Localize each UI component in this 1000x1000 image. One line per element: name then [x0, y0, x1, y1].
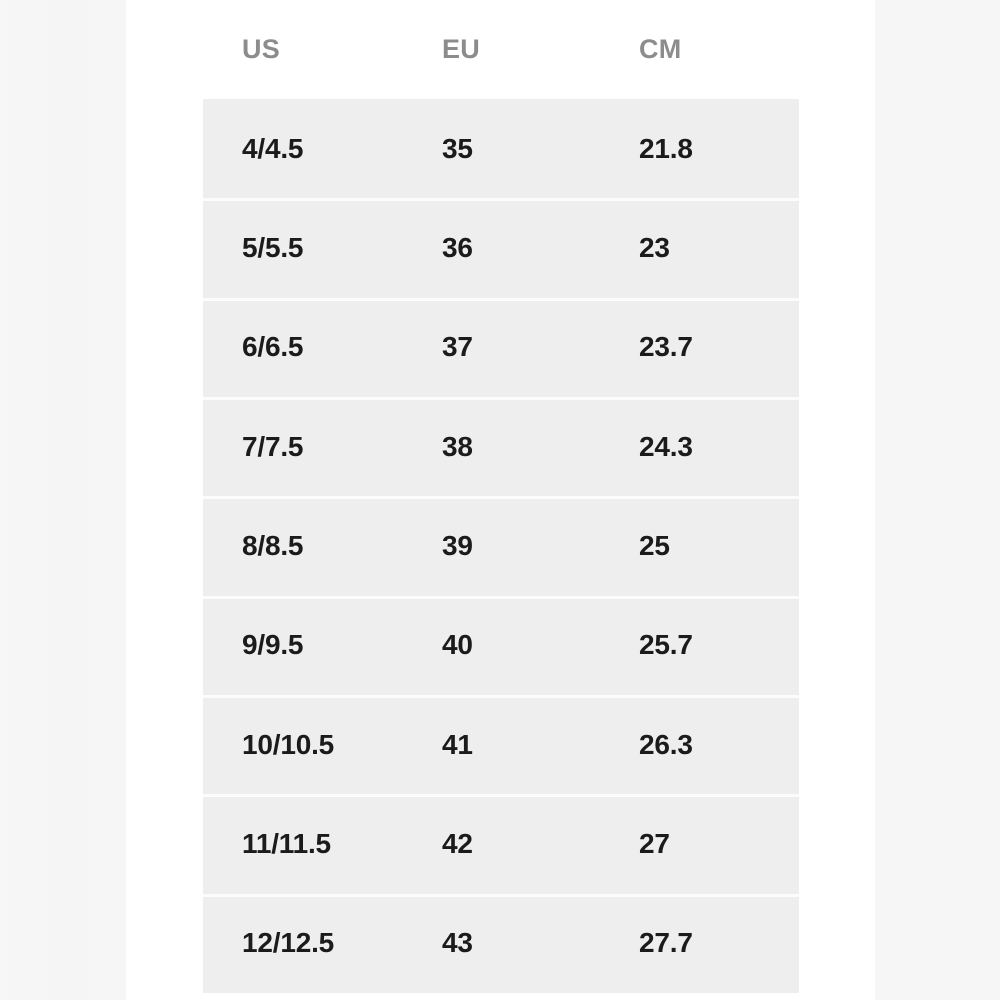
cell-us: 12/12.5	[242, 927, 335, 959]
column-header-cm: CM	[639, 34, 682, 64]
table-row: 5/5.5 36 23	[203, 198, 799, 298]
cell-cm: 23	[639, 232, 670, 264]
table-row: 11/11.5 42 27	[203, 794, 799, 894]
column-header-eu: EU	[442, 34, 480, 64]
cell-us: 6/6.5	[242, 331, 304, 363]
cell-us: 8/8.5	[242, 530, 304, 562]
table-row: 8/8.5 39 25	[203, 496, 799, 596]
cell-cm: 26.3	[639, 728, 693, 760]
table-row: 6/6.5 37 23.7	[203, 297, 799, 398]
cell-eu: 36	[442, 232, 473, 264]
cell-eu: 37	[442, 331, 473, 363]
cell-us: 11/11.5	[242, 828, 331, 860]
cell-cm: 25.7	[639, 629, 693, 661]
cell-cm: 25	[639, 530, 670, 562]
cell-cm: 27	[639, 828, 670, 860]
cell-eu: 40	[442, 629, 473, 661]
cell-eu: 39	[442, 530, 473, 562]
column-header-us: US	[242, 34, 280, 64]
cell-eu: 42	[442, 828, 473, 860]
table-body: 4/4.5 35 21.8 5/5.5 36 23 6/6.5 37 23.7 …	[203, 99, 799, 994]
cell-eu: 43	[442, 927, 473, 959]
table-bottom-strip	[203, 993, 799, 1000]
cell-cm: 21.8	[639, 132, 693, 164]
cell-eu: 35	[442, 132, 473, 164]
cell-cm: 23.7	[639, 331, 693, 363]
cell-us: 4/4.5	[242, 132, 304, 164]
table-row: 9/9.5 40 25.7	[203, 595, 799, 696]
cell-us: 9/9.5	[242, 629, 304, 661]
table-row: 12/12.5 43 27.7	[203, 893, 799, 994]
cell-eu: 38	[442, 430, 473, 462]
cell-us: 5/5.5	[242, 232, 304, 264]
table-row: 7/7.5 38 24.3	[203, 397, 799, 497]
table-header-row: US EU CM	[203, 0, 799, 99]
size-conversion-table: US EU CM 4/4.5 35 21.8 5/5.5 36 23 6/6.5…	[203, 0, 799, 1000]
cell-us: 7/7.5	[242, 430, 304, 462]
table-row: 10/10.5 41 26.3	[203, 695, 799, 795]
cell-cm: 24.3	[639, 430, 693, 462]
table-row: 4/4.5 35 21.8	[203, 99, 799, 199]
cell-eu: 41	[442, 728, 473, 760]
cell-cm: 27.7	[639, 927, 693, 959]
cell-us: 10/10.5	[242, 728, 335, 760]
